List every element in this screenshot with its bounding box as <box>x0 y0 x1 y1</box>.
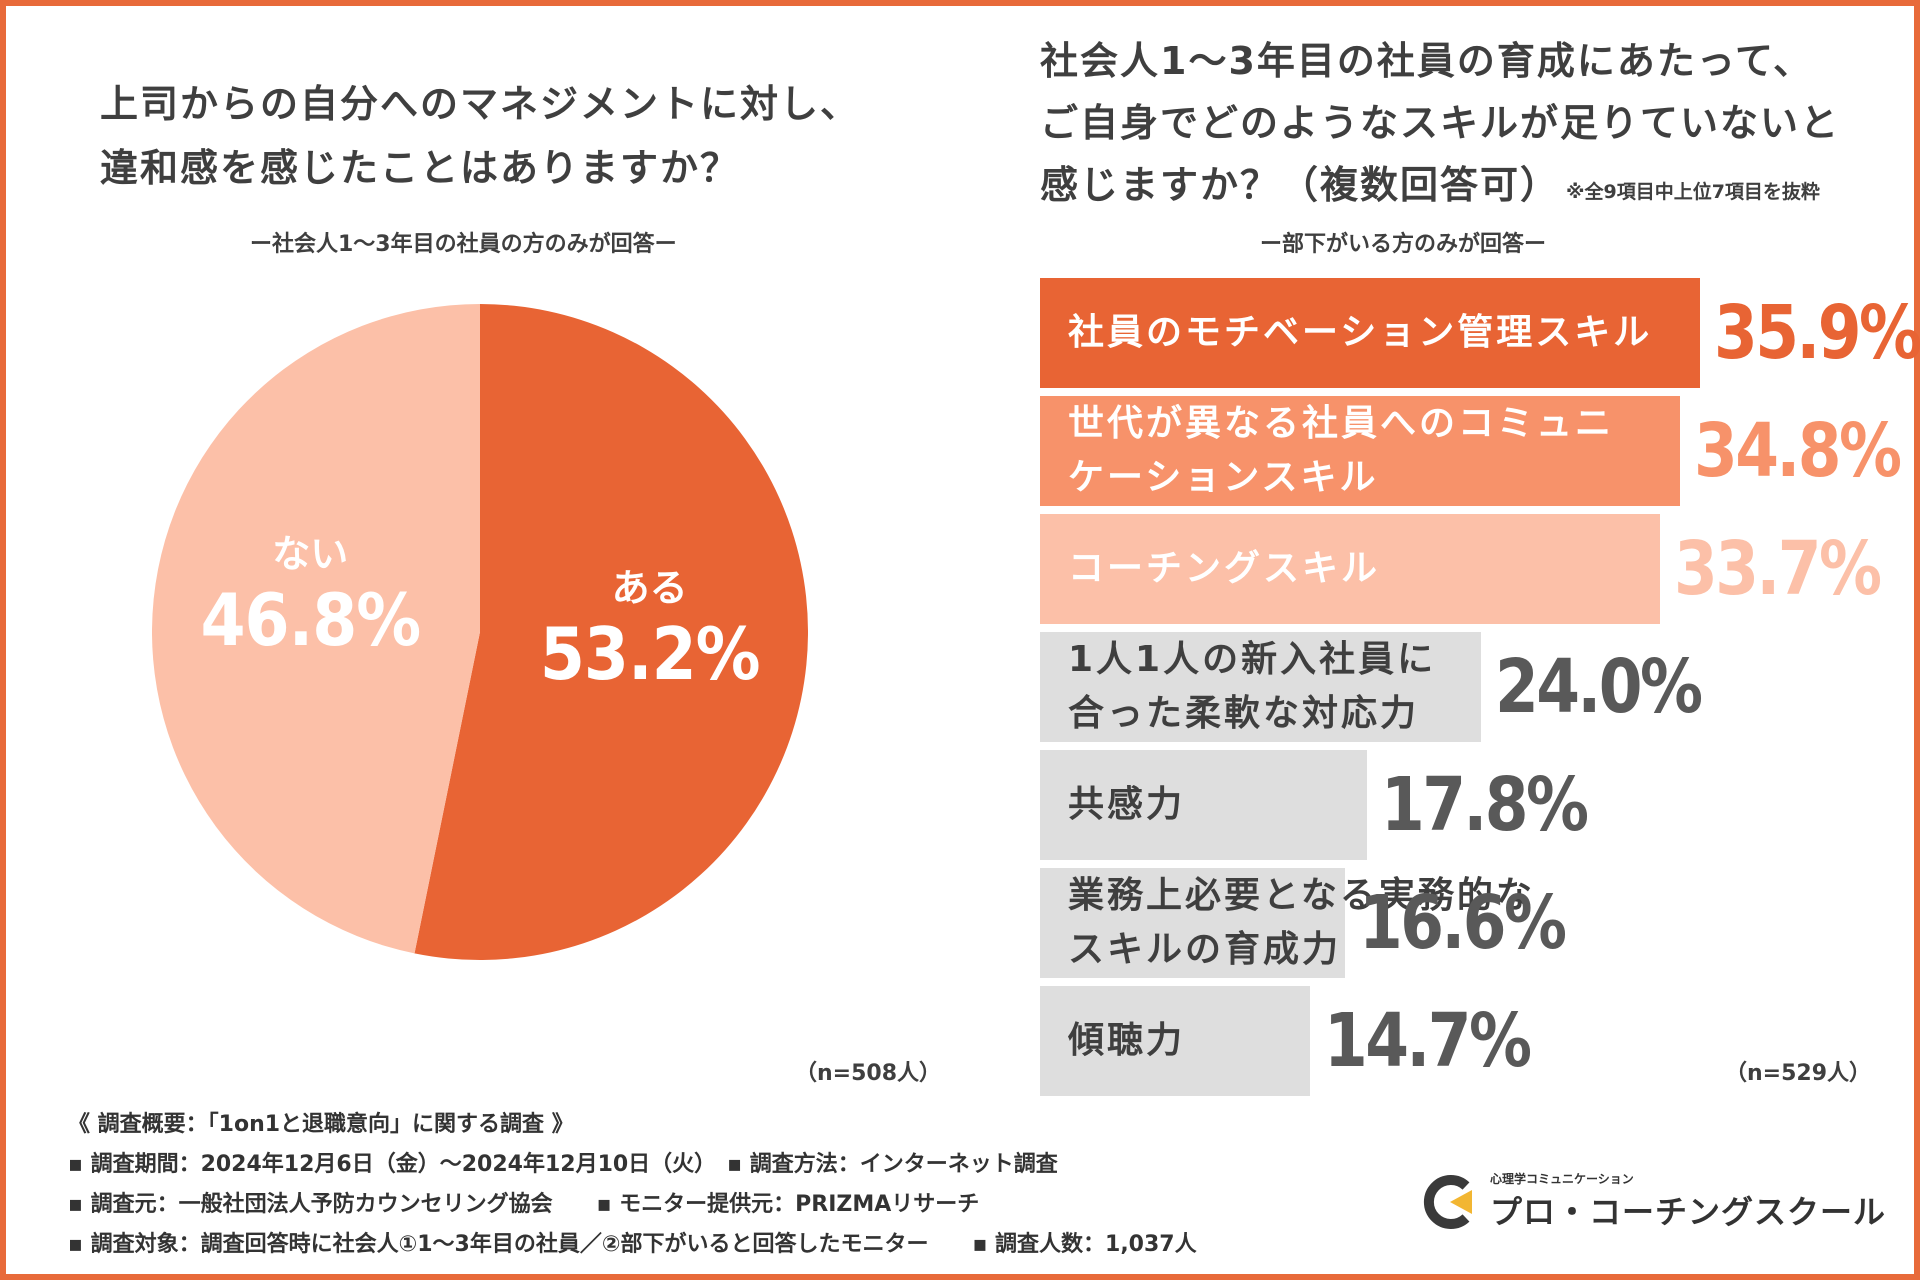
bar-value-label: 24.0% <box>1495 644 1703 730</box>
bar-1: 社員のモチベーション管理スキル <box>1040 278 1700 388</box>
bar-category-label: 業務上必要となる実務的な スキルの育成力 <box>1068 875 1535 970</box>
survey-target-count: ▪ 調査対象：調査回答時に社会人①1〜3年目の社員／②部下がいると回答したモニタ… <box>68 1232 1197 1257</box>
logo-subtitle: 心理学コミュニケーション <box>1490 1172 1634 1186</box>
survey-overview-heading: 《 調査概要：「1on1と退職意向」に関する調査 》 <box>68 1112 574 1137</box>
right-title-note: ※全9項目中上位7項目を抜粋 <box>1566 181 1820 203</box>
bar-value-label: 16.6% <box>1359 880 1567 966</box>
bar-6: 業務上必要となる実務的な スキルの育成力 <box>1040 868 1532 978</box>
pie-value-label: 46.8% <box>200 577 421 662</box>
school-logo: 心理学コミュニケーション プロ・コーチングスクール <box>1420 1170 1886 1233</box>
bar-category-label: 1人1人の新入社員に 合った柔軟な対応力 <box>1068 639 1437 734</box>
bar-7: 傾聴力 <box>1040 986 1310 1096</box>
logo-name: プロ・コーチングスクール <box>1490 1193 1887 1231</box>
right-sample-size: （n=529人） <box>1725 1061 1872 1086</box>
bar-2: 世代が異なる社員へのコミュニ ケーションスキル <box>1040 396 1680 506</box>
bar-3: コーチングスキル <box>1040 514 1660 624</box>
right-title-line3-row: 感じますか？（複数回答可） ※全9項目中上位7項目を抜粋 <box>1040 154 1840 223</box>
bar-category-label: コーチングスキル <box>1068 548 1381 589</box>
bar-value-label: 33.7% <box>1674 526 1882 612</box>
bar-category-label: 共感力 <box>1068 784 1186 825</box>
left-sample-size: （n=508人） <box>795 1061 942 1086</box>
survey-period-method: ▪ 調査期間：2024年12月6日（金）〜2024年12月10日（火） ▪ 調査… <box>68 1152 1058 1177</box>
pie-label-no: ない 46.8% <box>180 523 440 662</box>
bar-value-label: 17.8% <box>1381 762 1589 848</box>
pie-slice-yes <box>414 303 809 960</box>
left-chart-title: 上司からの自分へのマネジメントに対し、 違和感を感じたことはありますか？ <box>100 72 860 200</box>
left-title-line2: 違和感を感じたことはありますか？ <box>100 146 741 190</box>
logo-icon <box>1423 1174 1472 1229</box>
pie-label-yes: ある 53.2% <box>520 557 780 696</box>
survey-source-provider: ▪ 調査元：一般社団法人予防カウンセリング協会 ▪ モニター提供元：PRIZMA… <box>68 1192 980 1217</box>
pie-slice-no <box>152 304 480 954</box>
bar-5: 共感力 <box>1040 750 1367 860</box>
pie-category-label: ない <box>272 531 349 576</box>
bar-value-label: 34.8% <box>1694 408 1902 494</box>
right-chart-title: 社会人1〜3年目の社員の育成にあたって、 ご自身でどのようなスキルが足りていない… <box>1040 30 1840 223</box>
right-chart-subtitle: ー部下がいる方のみが回答ー <box>1260 232 1547 257</box>
right-title-line1: 社会人1〜3年目の社員の育成にあたって、 <box>1040 39 1814 83</box>
bar-category-label: 社員のモチベーション管理スキル <box>1068 312 1653 353</box>
pie-category-label: ある <box>611 566 688 611</box>
left-title-line1: 上司からの自分へのマネジメントに対し、 <box>100 82 861 126</box>
bar-category-label: 傾聴力 <box>1068 1020 1186 1061</box>
bar-value-label: 14.7% <box>1324 998 1532 1084</box>
right-title-line3: 感じますか？（複数回答可） <box>1040 163 1561 207</box>
bar-category-label: 世代が異なる社員へのコミュニ ケーションスキル <box>1068 403 1615 498</box>
left-chart-subtitle: ー社会人1〜3年目の社員の方のみが回答ー <box>250 232 677 257</box>
right-title-line2: ご自身でどのようなスキルが足りていないと <box>1040 101 1841 145</box>
bar-4: 1人1人の新入社員に 合った柔軟な対応力 <box>1040 632 1481 742</box>
bar-value-label: 35.9% <box>1714 290 1920 376</box>
pie-value-label: 53.2% <box>539 612 761 697</box>
